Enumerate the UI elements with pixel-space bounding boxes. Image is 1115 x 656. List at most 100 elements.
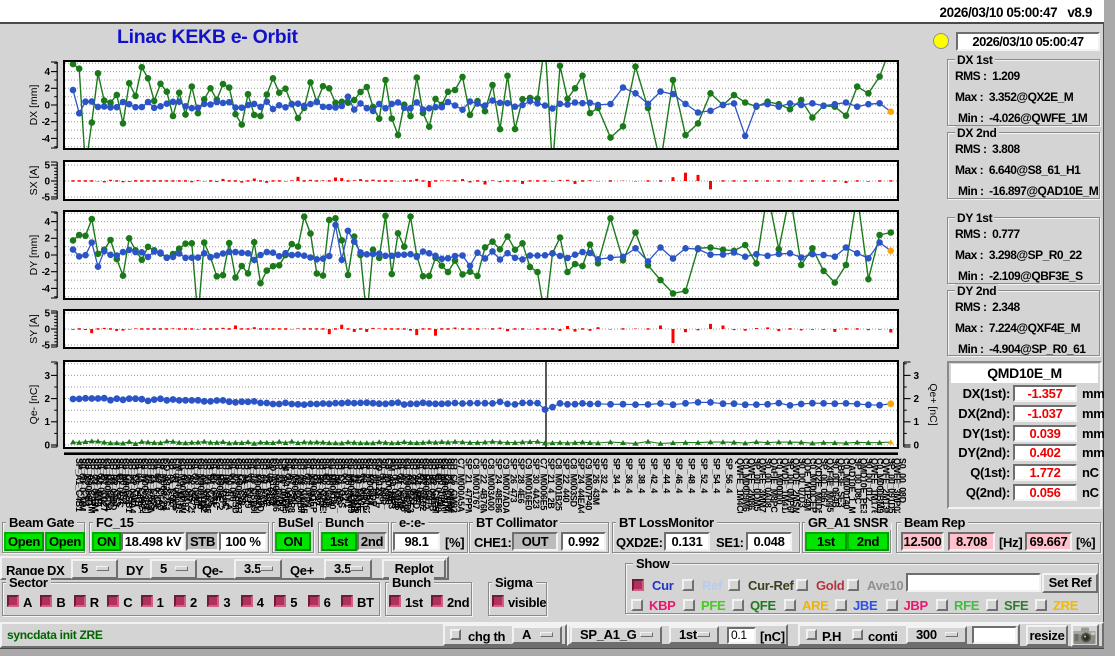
- svg-text:C0_M000140: C0_M000140: [842, 458, 852, 509]
- svg-text:C0_M000BM97: C0_M000BM97: [875, 458, 885, 518]
- svg-text:SP_A2_CB48: SP_A2_CB48: [399, 458, 409, 512]
- svg-text:C0_M000972: C0_M000972: [421, 458, 431, 509]
- svg-text:0: 0: [44, 176, 50, 187]
- svg-text:SP_B1_CE92: SP_B1_CE92: [418, 458, 428, 511]
- svg-text:2: 2: [44, 84, 50, 95]
- svg-text:SP_00_0_P: SP_00_0_P: [165, 458, 175, 504]
- svg-text:SP_B1_C47: SP_B1_C47: [312, 458, 322, 506]
- svg-text:QXF4E_M045: QXF4E_M045: [825, 458, 835, 512]
- svg-text:SP_21_4_2B: SP_21_4_2B: [546, 458, 556, 509]
- svg-text:SP_R0_14C: SP_R0_14C: [330, 458, 340, 506]
- svg-text:SP_A4_M12: SP_A4_M12: [93, 458, 103, 507]
- svg-text:2: 2: [44, 234, 50, 245]
- svg-text:SP_00_02E8: SP_00_02E8: [390, 458, 400, 508]
- svg-text:C0_M00000: C0_M00000: [290, 458, 300, 505]
- svg-text:QAFIE_M8PC: QAFIE_M8PC: [769, 458, 779, 513]
- svg-text:SP_15_CB3E: SP_15_CB3E: [355, 458, 365, 511]
- svg-text:C0_M000BM97: C0_M000BM97: [346, 458, 356, 518]
- svg-text:0: 0: [914, 440, 920, 451]
- svg-text:SP_B1_CC27: SP_B1_CC27: [99, 458, 109, 512]
- svg-text:C7_M0006E5: C7_M0006E5: [539, 458, 549, 510]
- svg-text:SP_00_0M4MM: SP_00_0M4MM: [446, 458, 456, 519]
- svg-text:QAD10E_1_M: QAD10E_1_M: [847, 458, 857, 514]
- svg-text:C0_M000CEPB: C0_M000CEPB: [309, 458, 319, 520]
- svg-text:SP_R0_1S1: SP_R0_1S1: [118, 458, 128, 505]
- svg-text:SP_00_0DM5: SP_00_0DM5: [752, 458, 762, 511]
- svg-text:S0_00_0_MM: S0_00_0_MM: [77, 458, 87, 511]
- svg-text:SP_00_0PEM: SP_00_0PEM: [90, 458, 100, 512]
- svg-text:SP_25_C6A3: SP_25_C6A3: [155, 458, 165, 510]
- svg-text:QWDE_1M41AD: QWDE_1M41AD: [780, 458, 790, 520]
- svg-text:SP_31_C0S: SP_31_C0S: [380, 458, 390, 505]
- svg-text:S0_00_0PM: S0_00_0PM: [209, 458, 219, 505]
- svg-text:SP_00_091D5: SP_00_091D5: [886, 458, 896, 514]
- svg-text:S0_00_0B0: S0_00_0B0: [415, 458, 425, 503]
- svg-text:SP_26_473: SP_26_473: [509, 458, 519, 503]
- svg-text:Qe- [nC]: Qe- [nC]: [28, 385, 40, 425]
- svg-text:SP_54_4: SP_54_4: [712, 458, 722, 493]
- svg-text:SP_11_C49C4: SP_11_C49C4: [137, 458, 147, 515]
- svg-text:SP_00_034A4: SP_00_034A4: [127, 458, 137, 514]
- svg-text:SP_31_C7B: SP_31_C7B: [274, 458, 284, 506]
- svg-text:4: 4: [44, 67, 50, 78]
- svg-text:SP_A3_CAE3: SP_A3_CAE3: [405, 458, 415, 513]
- svg-text:SP_00_04C8B: SP_00_04C8B: [202, 458, 212, 516]
- svg-text:-2: -2: [42, 267, 51, 278]
- svg-text:3: 3: [44, 371, 50, 382]
- svg-text:QWFE_2M86: QWFE_2M86: [746, 458, 756, 510]
- svg-text:C8_M001767: C8_M001767: [471, 458, 481, 509]
- svg-text:S0_00_012: S0_00_012: [340, 458, 350, 502]
- svg-text:QBF3E_SE3: QBF3E_SE3: [836, 458, 846, 508]
- svg-text:C0_M000_2A: C0_M000_2A: [159, 458, 169, 511]
- svg-text:SP_R0_1__A: SP_R0_1__A: [224, 458, 234, 511]
- svg-text:SP_00_0967: SP_00_0967: [819, 458, 829, 507]
- svg-text:S0_00_08D: S0_00_08D: [898, 458, 908, 504]
- svg-text:SP_34_4: SP_34_4: [612, 458, 622, 493]
- svg-text:SP_B2_CPC: SP_B2_CPC: [106, 458, 116, 509]
- svg-text:SP_A1_C4B1: SP_A1_C4B1: [74, 458, 84, 512]
- svg-text:SP_21_C53S: SP_21_C53S: [149, 458, 159, 510]
- svg-text:SP_B5_C2P: SP_B5_C2P: [218, 458, 228, 507]
- svg-text:0: 0: [44, 250, 50, 261]
- svg-text:SP_21_47PPM: SP_21_47PPM: [464, 458, 474, 516]
- svg-text:SP_C5_C28: SP_C5_C28: [237, 458, 247, 506]
- svg-text:Qe+ [nC]: Qe+ [nC]: [927, 383, 939, 425]
- svg-text:SP_48_4: SP_48_4: [687, 458, 697, 493]
- svg-text:SP_B2_C3_: SP_B2_C3_: [424, 458, 434, 507]
- svg-text:SP_B2_C70ES: SP_B2_C70ES: [318, 458, 328, 517]
- svg-text:CO_A123_1: CO_A123_1: [374, 458, 384, 506]
- svg-text:SP_C5_CM1: SP_C5_CM1: [343, 458, 353, 508]
- svg-text:SP_00_083: SP_00_083: [240, 458, 250, 503]
- svg-text:C0_M0006D4: C0_M0006D4: [102, 458, 112, 511]
- svg-text:-4: -4: [42, 284, 51, 295]
- svg-text:SP_A4_MD923: SP_A4_MD923: [199, 458, 209, 518]
- svg-text:SP_00_08C: SP_00_08C: [853, 458, 863, 505]
- svg-text:S0_00_07D3: S0_00_07D3: [302, 458, 312, 508]
- svg-text:C8_M003SD: C8_M003SD: [569, 458, 579, 508]
- svg-text:QWFE_3MM7S: QWFE_3MM7S: [758, 458, 768, 518]
- svg-text:C0_M00041MC: C0_M00041MC: [440, 458, 450, 519]
- svg-text:C0_M000CEPB: C0_M000CEPB: [808, 458, 818, 520]
- svg-text:SP_24_44EA4: SP_24_44EA4: [576, 458, 586, 515]
- svg-text:SY [A]: SY [A]: [28, 314, 40, 344]
- svg-text:SP_A2_C572S: SP_A2_C572S: [187, 458, 197, 516]
- svg-text:SP_44_4: SP_44_4: [662, 458, 672, 493]
- svg-text:PM_A4_MP3: PM_A4_MP3: [387, 458, 397, 509]
- svg-text:C0_M00069: C0_M00069: [121, 458, 131, 505]
- svg-text:S0_00_0156: S0_00_0156: [265, 458, 275, 506]
- svg-text:S0_00_012: S0_00_012: [864, 458, 874, 502]
- svg-text:3: 3: [914, 371, 920, 382]
- svg-text:SP_A2_CCP: SP_A2_CCP: [293, 458, 303, 508]
- svg-text:S0_00_027C: S0_00_027C: [115, 458, 125, 508]
- svg-text:-4: -4: [42, 134, 51, 145]
- svg-text:S0_00_0A08: S0_00_0A08: [763, 458, 773, 508]
- svg-text:QMD10E_PE3: QMD10E_PE3: [858, 458, 868, 514]
- svg-text:SP_R0_16M: SP_R0_16M: [437, 458, 447, 506]
- svg-text:SP_00_091D5: SP_00_091D5: [352, 458, 362, 514]
- svg-text:DX [mm]: DX [mm]: [28, 85, 40, 126]
- svg-text:SP_00_075CM: SP_00_075CM: [146, 458, 156, 516]
- svg-text:SP_B1_CC5_: SP_B1_CC5_: [205, 458, 215, 513]
- svg-text:S0_00_0D0B: S0_00_0D0B: [171, 458, 181, 510]
- svg-text:SP_25_CD5: SP_25_CD5: [368, 458, 378, 506]
- svg-text:SP_00_0MP6M: SP_00_0MP6M: [786, 458, 796, 518]
